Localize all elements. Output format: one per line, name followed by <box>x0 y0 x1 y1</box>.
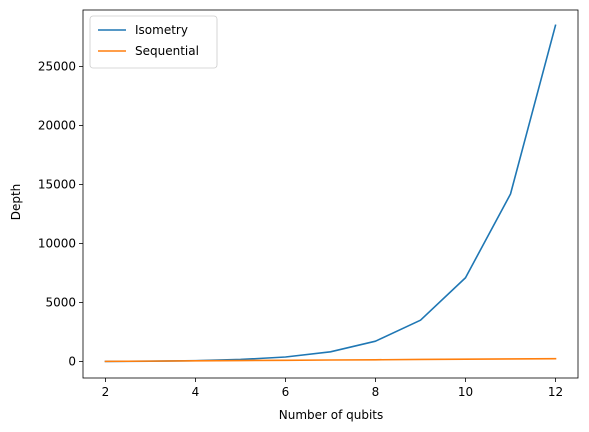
x-tick-label: 6 <box>282 385 290 399</box>
legend-label-sequential: Sequential <box>135 44 199 58</box>
x-axis-label: Number of qubits <box>279 408 384 422</box>
y-tick-label: 25000 <box>38 60 76 74</box>
series-line-isometry <box>104 24 557 363</box>
legend-box <box>89 15 218 69</box>
x-tick-label: 8 <box>372 385 380 399</box>
series-line-sequential <box>104 357 557 363</box>
y-tick-label: 0 <box>68 354 76 368</box>
x-tick-label: 10 <box>458 385 473 399</box>
series-layer <box>104 24 557 363</box>
plot-area <box>82 9 579 379</box>
x-axis: 2 4 6 8 10 12 <box>102 378 563 399</box>
y-axis-label: Depth <box>9 184 23 221</box>
plot-border <box>82 9 579 379</box>
x-tick-label: 2 <box>102 385 110 399</box>
y-tick-label: 10000 <box>38 237 76 251</box>
y-tick-label: 15000 <box>38 178 76 192</box>
y-tick-label: 20000 <box>38 119 76 133</box>
y-axis: 0 5000 10000 15000 20000 25000 <box>38 60 83 368</box>
y-tick-label: 5000 <box>45 296 76 310</box>
x-tick-label: 4 <box>192 385 200 399</box>
legend: Isometry Sequential <box>89 15 218 69</box>
x-tick-label: 12 <box>548 385 563 399</box>
legend-label-isometry: Isometry <box>135 23 188 37</box>
